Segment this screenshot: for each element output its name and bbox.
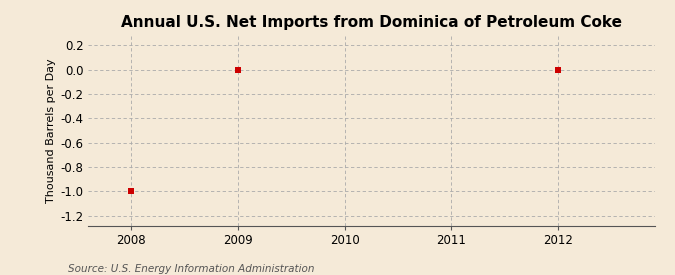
Title: Annual U.S. Net Imports from Dominica of Petroleum Coke: Annual U.S. Net Imports from Dominica of… xyxy=(121,15,622,31)
Text: Source: U.S. Energy Information Administration: Source: U.S. Energy Information Administ… xyxy=(68,264,314,274)
Y-axis label: Thousand Barrels per Day: Thousand Barrels per Day xyxy=(47,58,56,203)
